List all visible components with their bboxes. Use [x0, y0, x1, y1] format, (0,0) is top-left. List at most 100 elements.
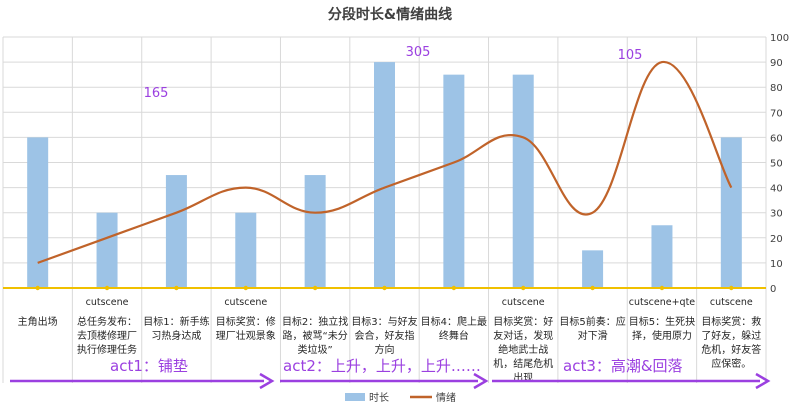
category-label-line: 了好友，躲过	[701, 329, 761, 342]
act-label: act3：高潮&回落	[563, 357, 683, 375]
category-label-line: 目标4：爬上最	[421, 316, 487, 328]
baseline-marker	[243, 285, 248, 291]
legend: 时长 情绪	[345, 391, 456, 404]
bar	[582, 250, 604, 288]
category-label-line: 目标5：生死抉	[629, 315, 695, 328]
category-label-line: 理厂壮观景象	[216, 330, 276, 342]
baseline-marker	[382, 285, 387, 291]
y-tick-label: 30	[770, 209, 783, 220]
category-label: 总任务发布：去顶楼修理厂执行修理任务	[77, 315, 137, 356]
category-label-line: 终舞台	[439, 329, 469, 342]
category-tag: cutscene	[86, 297, 129, 308]
line-series	[37, 60, 733, 264]
category-label-line: 危机，好友答	[701, 343, 761, 356]
category-label-line: 应保密。	[711, 357, 751, 370]
category-label: 目标5：生死抉择，使用原力	[629, 315, 695, 342]
category-label-line: 总任务发布：	[77, 315, 137, 328]
category-label: 目标奖赏：好友对话，发现绝地武士战机，结尾危机出现	[493, 315, 553, 384]
bar	[443, 74, 465, 289]
annotations: 165 305 105	[144, 45, 643, 101]
y-tick-label: 90	[770, 58, 783, 69]
y-tick-label: 60	[770, 133, 783, 144]
category-label: 目标奖赏：救了好友，躲过危机，好友答应保密。	[701, 315, 761, 370]
category-tag: cutscene+qte	[629, 297, 696, 308]
category-label-line: 对下滑	[578, 329, 608, 342]
y-tick-label: 70	[770, 108, 783, 119]
act-label: act1：铺垫	[110, 357, 188, 375]
bar	[374, 62, 395, 288]
category-label: 目标1：新手练习热身达成	[143, 315, 209, 342]
annotation-label: 165	[144, 86, 169, 101]
baseline	[3, 285, 766, 291]
category-label: 目标3：与好友会合，好友指方向	[351, 315, 417, 356]
category-label-line: 目标奖赏：修	[216, 315, 276, 328]
category-label-line: 路，被骂“未分	[283, 329, 348, 342]
acts: act1：铺垫 act2：上升，上升，上升…… act3：高潮&回落	[10, 357, 771, 390]
y-tick-label: 100	[770, 33, 789, 44]
y-tick-label: 80	[770, 83, 783, 94]
category-label: 目标5前奏：应对下滑	[559, 315, 625, 342]
category-label-line: 友对话，发现	[493, 329, 553, 342]
baseline-marker	[451, 285, 457, 291]
bar	[235, 212, 257, 288]
category-label: 目标奖赏：修理厂壮观景象	[216, 315, 276, 342]
baseline-marker	[659, 285, 665, 291]
category-label-line: 方向	[375, 343, 395, 356]
legend-label: 时长	[369, 392, 389, 404]
annotation-label: 105	[618, 48, 643, 63]
category-label-line: 目标奖赏：好	[493, 315, 553, 328]
baseline-marker	[312, 285, 318, 291]
annotation-label: 305	[406, 45, 431, 60]
y-axis: 0 10 20 30 40 50 60 70 80 90 100	[770, 33, 789, 295]
category-label-line: 机，结尾危机	[493, 357, 553, 370]
y-tick-label: 40	[770, 184, 783, 195]
category-label-line: 目标1：新手练	[143, 315, 209, 328]
category-label-line: 目标5前奏：应	[559, 315, 625, 328]
y-tick-label: 50	[770, 159, 783, 170]
baseline-marker	[35, 285, 40, 291]
act-arrow-head	[473, 372, 489, 390]
y-tick-label: 0	[770, 284, 776, 295]
bar	[720, 137, 742, 288]
category-label-line: 目标2：独立找	[282, 315, 348, 328]
bar	[651, 225, 673, 288]
category-label-line: 绝地武士战	[498, 343, 548, 356]
category-tag: cutscene	[502, 297, 545, 308]
category-label-line: 会合，好友指	[355, 329, 415, 342]
category-label: 目标2：独立找路，被骂“未分类垃圾”	[282, 315, 348, 356]
bar	[27, 137, 49, 288]
category-label-line: 执行修理任务	[77, 343, 137, 356]
baseline-marker	[521, 285, 526, 291]
category-label-line: 主角出场	[18, 315, 58, 328]
baseline-marker	[729, 285, 734, 291]
category-label-line: 目标奖赏：救	[701, 315, 761, 328]
category-label: 主角出场	[18, 315, 58, 328]
baseline-marker	[590, 285, 595, 291]
legend-label: 情绪	[436, 391, 456, 404]
bar	[96, 212, 118, 288]
category-label-line: 习热身达成	[151, 329, 201, 342]
act-arrow-head	[259, 372, 275, 390]
chart-title: 分段时长&情绪曲线	[328, 6, 452, 23]
y-tick-label: 20	[770, 234, 783, 245]
category-label-line: 择，使用原力	[632, 329, 692, 342]
category-label: 目标4：爬上最终舞台	[421, 316, 487, 342]
act-arrow-head	[755, 372, 771, 390]
bar-series	[27, 62, 742, 289]
bar	[304, 175, 326, 288]
baseline-marker	[104, 285, 110, 291]
bar	[512, 74, 534, 289]
y-tick-label: 10	[770, 259, 783, 270]
category-tag: cutscene	[710, 297, 753, 308]
x-axis: cutscene cutscene cutscene cutscene+qte cuts…	[18, 297, 762, 384]
category-tag: cutscene	[224, 297, 267, 308]
legend-swatch-bar	[345, 393, 365, 401]
emotion-line	[37, 60, 733, 264]
bar	[165, 175, 187, 288]
category-label-line: 目标3：与好友	[351, 315, 417, 328]
category-label-line: 去顶楼修理厂	[77, 329, 137, 342]
act-label: act2：上升，上升，上升……	[283, 357, 481, 375]
baseline-marker	[174, 285, 179, 291]
category-label-line: 类垃圾”	[298, 343, 333, 356]
